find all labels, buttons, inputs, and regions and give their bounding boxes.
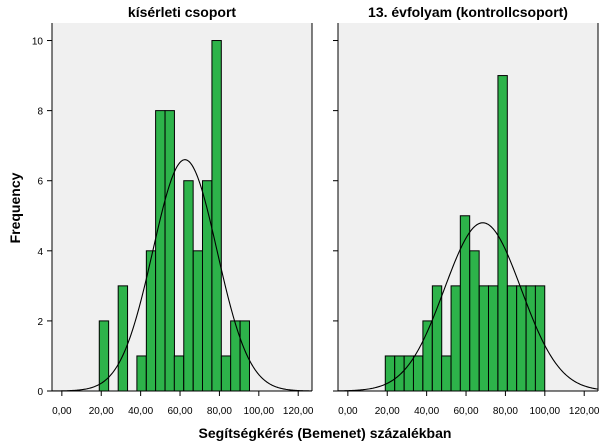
- histogram-bar: [497, 75, 508, 392]
- histogram-bar: [525, 285, 536, 392]
- panel-1: kísérleti csoport 0,00 20,00 40,00 60,00 80,0…: [32, 4, 314, 417]
- normal-curve: [337, 222, 599, 392]
- histogram-bar: [469, 250, 480, 392]
- histogram-bar: [487, 285, 499, 392]
- x-tick-label: 40,00: [128, 406, 153, 417]
- histogram-bar: [164, 110, 175, 392]
- histogram-bar: [412, 355, 424, 392]
- histogram-bar: [534, 285, 546, 392]
- histogram-bar: [230, 320, 241, 392]
- x-tick-label: 40,00: [414, 406, 439, 417]
- y-tick-label: 6: [37, 177, 43, 188]
- x-tick-label: 60,00: [168, 406, 193, 417]
- x-axis-title: Segítségkérés (Bemenet) százalékban: [199, 425, 452, 441]
- histogram-bar: [117, 285, 129, 392]
- histogram-bar: [394, 355, 405, 392]
- y-tick-label: 2: [37, 317, 43, 328]
- histogram-bar: [431, 285, 443, 392]
- x-tick-label: 120,00: [283, 406, 314, 417]
- x-tick-label: 0,00: [52, 406, 72, 417]
- histogram-bar: [384, 355, 396, 392]
- x-tick-label: 80,00: [493, 406, 518, 417]
- x-tick-label: 80,00: [207, 406, 232, 417]
- histogram-bar: [516, 285, 527, 392]
- histogram-bar: [192, 250, 204, 392]
- panel-2: 13. évfolyam (kontrollcsoport) 0,00 20,00 4…: [333, 4, 600, 417]
- histogram-bar: [478, 285, 490, 392]
- panel-title: kísérleti csoport: [128, 4, 236, 20]
- x-tick-label: 60,00: [454, 406, 479, 417]
- x-tick-label: 20,00: [89, 406, 114, 417]
- x-tick-label: 120,00: [569, 406, 600, 417]
- histogram-bar: [155, 110, 166, 392]
- histogram-bar: [183, 180, 194, 392]
- histogram-bar: [239, 320, 250, 392]
- plot-area: [52, 23, 312, 391]
- histogram-bar: [441, 355, 452, 392]
- y-tick-label: 10: [32, 37, 44, 48]
- histogram-bar: [201, 180, 213, 392]
- histogram-bar: [136, 355, 147, 392]
- x-tick-label: 20,00: [375, 406, 400, 417]
- histogram-bar: [403, 355, 415, 392]
- x-tick-label: 100,00: [244, 406, 275, 417]
- x-tick-label: 0,00: [338, 406, 358, 417]
- histogram-bar: [506, 285, 518, 392]
- y-tick-label: 0: [37, 387, 43, 398]
- histogram-bar: [211, 40, 222, 392]
- histogram-bar: [220, 355, 232, 392]
- normal-curve: [51, 159, 313, 392]
- histogram-bar: [450, 285, 461, 392]
- y-axis-title: Frequency: [7, 172, 23, 243]
- histogram-bar: [459, 215, 471, 392]
- y-tick-label: 8: [37, 107, 43, 118]
- histogram-bar: [173, 355, 185, 392]
- x-tick-label: 100,00: [530, 406, 561, 417]
- y-tick-label: 4: [37, 247, 43, 258]
- histogram-bar: [98, 320, 110, 392]
- panel-title: 13. évfolyam (kontrollcsoport): [368, 4, 568, 20]
